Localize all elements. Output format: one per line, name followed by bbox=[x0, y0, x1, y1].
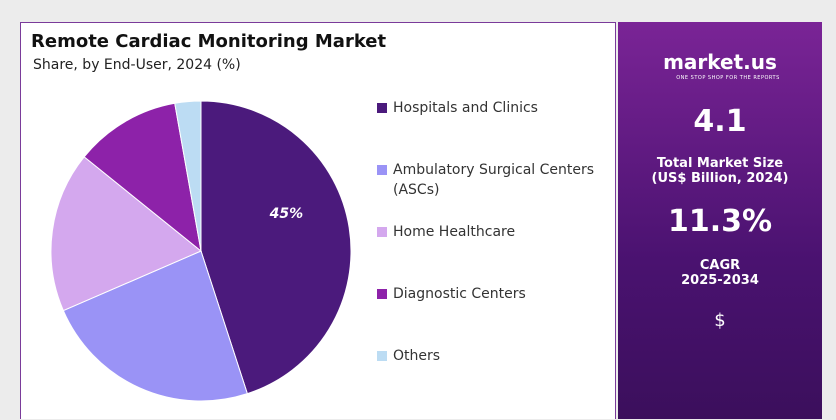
legend-swatch bbox=[377, 227, 387, 237]
dollar-icon: $ bbox=[618, 310, 822, 331]
cagr: 11.3% bbox=[618, 204, 822, 239]
legend-item: Diagnostic Centers bbox=[377, 284, 623, 304]
legend-swatch bbox=[377, 165, 387, 175]
legend-item: Home Healthcare bbox=[377, 222, 623, 242]
chart-card: Remote Cardiac Monitoring Market Share, … bbox=[20, 22, 616, 419]
page: Remote Cardiac Monitoring Market Share, … bbox=[0, 0, 836, 419]
legend-label: Ambulatory Surgical Centers (ASCs) bbox=[393, 162, 594, 198]
cagr-label: CAGR 2025-2034 bbox=[680, 258, 760, 288]
legend-swatch bbox=[377, 351, 387, 361]
market-size: 4.1 bbox=[618, 104, 822, 139]
legend-label: Others bbox=[393, 348, 440, 364]
brand: market.us bbox=[618, 50, 822, 74]
market-size-label: Total Market Size (US$ Billion, 2024) bbox=[640, 156, 800, 186]
legend-item: Others bbox=[377, 346, 623, 366]
legend-label: Diagnostic Centers bbox=[393, 286, 526, 302]
data-label: 45% bbox=[269, 206, 304, 222]
side-panel: market.us ONE STOP SHOP FOR THE REPORTS … bbox=[618, 22, 822, 419]
legend-swatch bbox=[377, 289, 387, 299]
legend-item: Ambulatory Surgical Centers (ASCs) bbox=[377, 160, 623, 200]
tagline: ONE STOP SHOP FOR THE REPORTS bbox=[658, 75, 798, 81]
pie-chart: 45% bbox=[21, 23, 381, 420]
legend-swatch bbox=[377, 103, 387, 113]
legend-label: Hospitals and Clinics bbox=[393, 100, 538, 116]
legend-label: Home Healthcare bbox=[393, 224, 515, 240]
legend-item: Hospitals and Clinics bbox=[377, 98, 623, 118]
